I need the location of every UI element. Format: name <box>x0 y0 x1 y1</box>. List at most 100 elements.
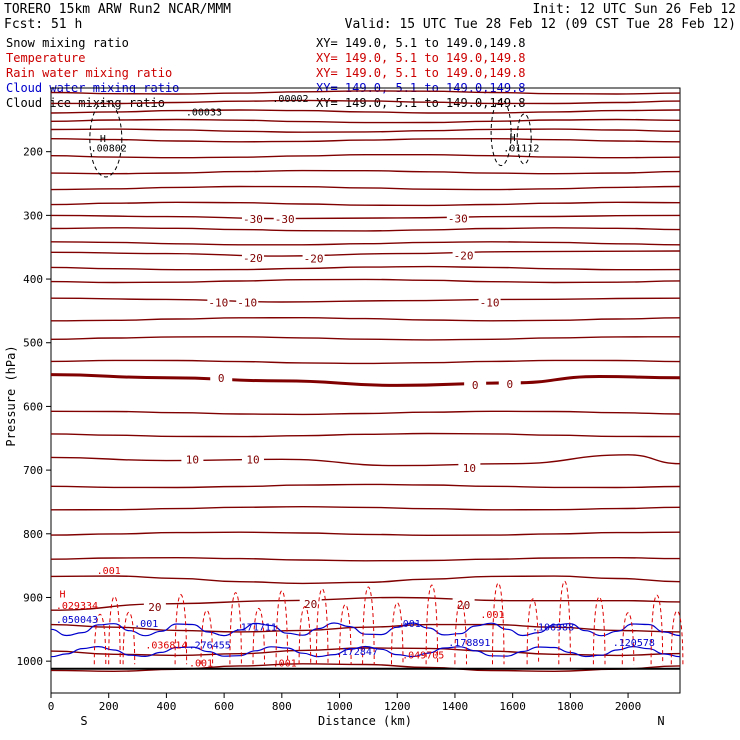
isotherm-label-bg <box>452 248 475 262</box>
y-tick-label: 400 <box>23 273 43 286</box>
y-tick-label: 900 <box>23 591 43 604</box>
legend-rain-xy: XY= 149.0, 5.1 to 149.0,149.8 <box>316 66 526 80</box>
rain-contour <box>200 610 214 665</box>
isotherm-label: 10 <box>246 453 259 466</box>
x-tick-label: 1000 <box>326 700 353 713</box>
rain-contour <box>229 592 242 665</box>
isotherm-label-bg <box>302 251 325 265</box>
x-tick-label: 1600 <box>499 700 526 713</box>
isotherm-line <box>50 647 681 657</box>
isotherm-label-bg <box>446 211 469 225</box>
isotherm-line <box>50 109 681 114</box>
rain-contour <box>621 612 635 665</box>
rain-contour <box>492 582 505 665</box>
isotherm-label-bg <box>143 600 166 614</box>
model-title: TORERO 15km ARW Run2 NCAR/MMM <box>4 2 231 17</box>
isotherm-label: 0 <box>506 378 513 391</box>
cloud_water-annotation: .172847 <box>336 647 378 658</box>
isotherm-line <box>50 201 681 207</box>
isotherm-line <box>50 265 681 271</box>
isotherm-label-bg <box>464 377 487 391</box>
isotherm-label: -20 <box>454 249 474 262</box>
cloud_water-annotation: .106988 <box>532 623 574 634</box>
isotherm-label: -30 <box>243 213 263 226</box>
isotherm-line <box>50 483 681 489</box>
legend-temperature-xy: XY= 149.0, 5.1 to 149.0,149.8 <box>316 51 526 65</box>
rain-contour <box>526 598 540 665</box>
isotherm-line <box>50 99 681 105</box>
isotherm-label: -10 <box>237 297 257 310</box>
x-tick-label: 2000 <box>615 700 642 713</box>
isotherm-line <box>50 336 681 341</box>
rain-annotation: .001 <box>480 610 504 621</box>
cloud_water-annotation: .276455 <box>189 640 231 651</box>
x-tick-label: 1400 <box>442 700 469 713</box>
isotherm-label: -30 <box>448 213 468 226</box>
isotherm-line <box>50 90 681 95</box>
rain-contour <box>122 612 136 665</box>
isotherm-label-bg <box>498 377 521 391</box>
isotherm-line <box>50 505 681 511</box>
y-tick-label: 700 <box>23 464 43 477</box>
rain-contour <box>339 604 352 665</box>
rain-contour <box>298 606 312 665</box>
isotherm-line <box>50 663 681 673</box>
isotherm-line <box>50 531 681 537</box>
cloud_water-annotation: .171711 <box>235 623 277 634</box>
legend-snow-xy: XY= 149.0, 5.1 to 149.0,149.8 <box>316 36 526 50</box>
isotherm-label: 0 <box>472 379 479 392</box>
cloud_water-annotation: .178891 <box>448 638 490 649</box>
isotherm-label: 10 <box>186 453 199 466</box>
isotherm-label-bg <box>241 251 264 265</box>
snow-annotation: H <box>510 133 516 144</box>
x-tick-label: 600 <box>214 700 234 713</box>
isotherm-line <box>50 278 681 284</box>
cloud-water-contour <box>50 645 681 658</box>
isotherm-labeled-line <box>50 373 681 387</box>
rain-contour <box>454 600 467 665</box>
isotherm-line <box>50 241 681 246</box>
isotherm-line <box>50 556 681 562</box>
rain-contour <box>362 586 375 665</box>
isotherm-label-bg <box>478 295 501 309</box>
legend-snow-name: Snow mixing ratio <box>6 36 129 50</box>
isotherm-line <box>50 575 681 585</box>
isotherm-label: 0 <box>218 372 225 385</box>
isotherm-label: 20 <box>148 601 161 614</box>
isotherm-line <box>50 128 681 133</box>
rain-contour <box>425 584 439 665</box>
y-tick-label: 600 <box>23 400 43 413</box>
x-tick-label: 1200 <box>384 700 411 713</box>
isotherm-line <box>50 432 681 438</box>
snow-annotation: .00802 <box>91 144 127 155</box>
isotherm-labeled-line <box>50 297 681 303</box>
legend-cloud-ice-xy: XY= 149.0, 5.1 to 149.0,149.8 <box>316 96 526 110</box>
isotherm-label: 20 <box>457 599 470 612</box>
init-time: Init: 12 UTC Sun 26 Feb 12 <box>533 2 737 17</box>
isotherm-label-bg <box>273 212 296 226</box>
isotherm-line <box>50 118 681 124</box>
isotherm-labeled-line <box>50 214 681 220</box>
y-tick-label: 200 <box>23 146 43 159</box>
rain-contour <box>315 588 329 665</box>
snow-annotation: .01112 <box>503 144 539 155</box>
isotherm-line <box>50 227 681 232</box>
isotherm-line <box>50 153 681 159</box>
x-tick-label: 0 <box>48 700 55 713</box>
rain-contour <box>174 594 188 665</box>
x-tick-label: 200 <box>99 700 119 713</box>
rain-contour <box>108 596 121 665</box>
rain-annotation: .001 <box>273 658 297 669</box>
legend: Snow mixing ratio XY= 149.0, 5.1 to 149.… <box>6 36 526 110</box>
rain-contour <box>93 613 107 665</box>
rain-contour <box>558 580 571 665</box>
cloud-water-contour <box>50 622 681 637</box>
isotherm-line <box>50 316 681 322</box>
isotherm-label: -20 <box>304 253 324 266</box>
snow-contour <box>89 100 123 178</box>
isotherm-label-bg <box>210 370 233 384</box>
isotherm-label: -20 <box>243 252 263 265</box>
rain-contour <box>650 594 664 665</box>
